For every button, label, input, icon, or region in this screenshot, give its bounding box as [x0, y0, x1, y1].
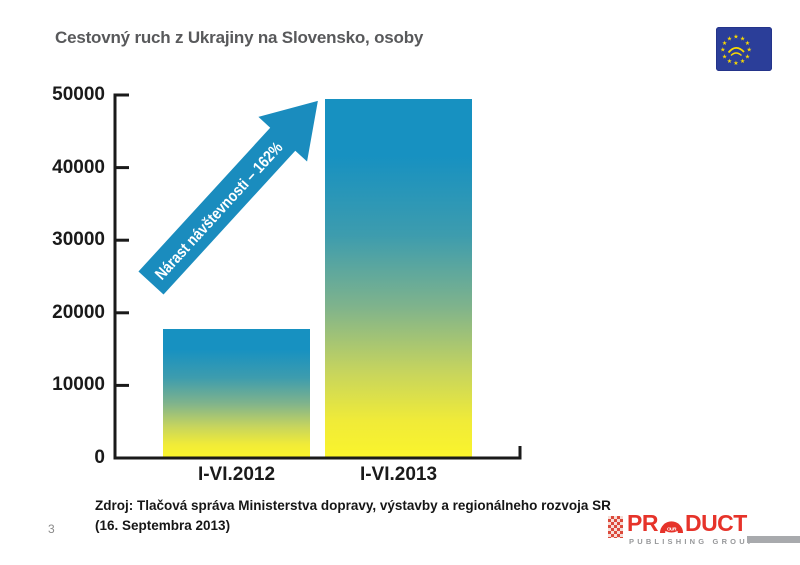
y-tick-label: 30000: [52, 229, 105, 251]
arrow-shape: [138, 100, 318, 295]
eu-star-icon: ★: [745, 40, 750, 47]
eu-star-icon: ★: [747, 47, 752, 54]
eu-flag-logo: ★ ★ ★ ★ ★ ★ ★ ★ ★ ★ ★ ★: [716, 27, 772, 71]
eu-star-icon: ★: [727, 35, 732, 42]
eu-emblem-arc2-icon: [730, 52, 742, 57]
eu-star-icon: ★: [740, 58, 745, 65]
arch-stroke: [659, 521, 684, 533]
y-tick-label: 10000: [52, 374, 105, 396]
y-tick-label: 40000: [52, 156, 105, 178]
publisher-logo: PR OUR DUCT: [627, 510, 747, 536]
publisher-pixel-mark-icon: [608, 516, 623, 538]
x-tick-label: I-VI.2012: [197, 464, 276, 485]
y-tick-label: 20000: [52, 301, 105, 323]
source-line2: (16. Septembra 2013): [95, 518, 231, 533]
arrow-annotation-text: Nárast návštevnosti – 162%: [152, 139, 286, 283]
eu-star-icon: ★: [733, 60, 738, 67]
y-tick-label: 0: [94, 447, 105, 468]
source-note: Zdroj: Tlačová správa Ministerstva dopra…: [95, 496, 611, 536]
publisher-word-end: DUCT: [684, 510, 747, 536]
eu-star-icon: ★: [722, 53, 727, 60]
arch-oval: [664, 524, 679, 533]
eu-star-icon: ★: [722, 40, 727, 47]
eu-star-ring: ★ ★★★★★★★★★★★: [720, 34, 752, 67]
axis-lines: [113, 93, 522, 460]
bar-I-VI.2012: [163, 328, 310, 457]
publisher-o-inner: OUR: [667, 526, 677, 532]
page-number: 3: [48, 522, 55, 536]
publisher-subtitle: PUBLISHING GROUP: [629, 537, 757, 546]
page-title: Cestovný ruch z Ukrajiny na Slovensko, o…: [55, 28, 424, 47]
bar-I-VI.2013: [325, 99, 472, 457]
eu-emblem-arc-icon: [727, 46, 745, 54]
eu-star-icon: ★: [720, 47, 725, 54]
eu-star-icon: ★: [740, 35, 745, 42]
eu-star-icon: ★: [733, 34, 738, 41]
x-tick-label: I-VI.2013: [359, 464, 438, 485]
eu-star-icon: ★: [745, 53, 750, 60]
publisher-o-arch-icon: OUR: [659, 521, 684, 533]
publisher-word-start: PR: [627, 510, 658, 536]
footer-gray-bar: [747, 536, 800, 543]
eu-flag-graphic: ★ ★★★★★★★★★★★: [720, 34, 752, 67]
eu-star-icon: ★: [727, 58, 732, 65]
source-line1: Zdroj: Tlačová správa Ministerstva dopra…: [95, 498, 611, 513]
y-tick-label: 50000: [52, 84, 105, 105]
